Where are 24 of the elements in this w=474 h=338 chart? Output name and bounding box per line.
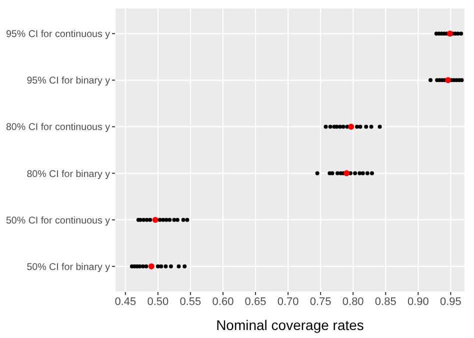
y-tick-label: 50% CI for continuous y: [6, 215, 110, 226]
x-tick-label: 0.75: [310, 296, 332, 308]
y-tick-label: 80% CI for binary y: [26, 168, 110, 180]
point: [152, 216, 158, 223]
y-tick-label: 50% CI for binary y: [26, 262, 110, 273]
point: [344, 170, 350, 176]
point: [445, 77, 452, 84]
y-tick-label: 95% CI for continuous y: [6, 29, 110, 40]
x-tick-label: 0.90: [407, 296, 429, 308]
x-tick-label: 0.95: [440, 296, 462, 308]
x-tick-label: 0.85: [374, 296, 396, 308]
x-tick-label: 0.70: [277, 296, 299, 308]
x-tick-label: 0.45: [114, 296, 136, 308]
point: [148, 263, 154, 270]
x-tick-label: 0.60: [212, 296, 234, 308]
point: [348, 124, 354, 130]
x-axis-title: Nominal coverage rates: [216, 317, 364, 333]
y-tick-label: 95% CI for binary y: [26, 76, 110, 87]
x-tick-label: 0.65: [244, 296, 266, 308]
x-tick-label: 0.50: [147, 296, 169, 308]
x-tick-label: 0.55: [180, 296, 202, 308]
x-tick-label: 0.80: [342, 296, 364, 308]
point: [447, 30, 454, 37]
y-tick-label: 80% CI for continuous y: [6, 122, 110, 134]
